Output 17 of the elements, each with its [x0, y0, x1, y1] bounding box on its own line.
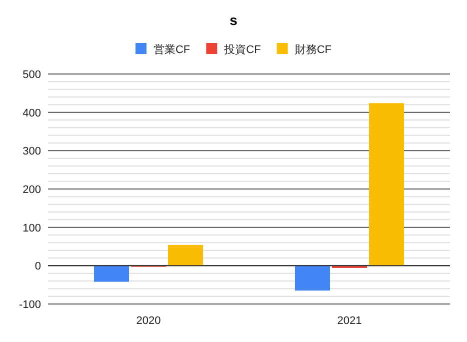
legend-label: 営業CF: [153, 43, 190, 56]
x-tick-label: 2021: [337, 315, 362, 327]
bar: [369, 103, 404, 266]
y-tick-label: 500: [22, 69, 41, 81]
y-tick-label: 200: [22, 184, 41, 196]
legend-label: 投資CF: [223, 44, 262, 56]
y-tick-label: 400: [22, 107, 41, 120]
legend-label: 財務CF: [294, 44, 332, 56]
y-tick-label: -100: [18, 299, 41, 311]
y-tick-label: 100: [22, 222, 41, 234]
y-tick-label: 0: [34, 260, 41, 273]
chart-title: s: [230, 12, 238, 28]
bar: [94, 266, 129, 282]
bar: [168, 244, 203, 266]
y-tick-label: 300: [22, 146, 41, 158]
x-tick-label: 2020: [136, 315, 161, 327]
bar: [295, 266, 330, 291]
